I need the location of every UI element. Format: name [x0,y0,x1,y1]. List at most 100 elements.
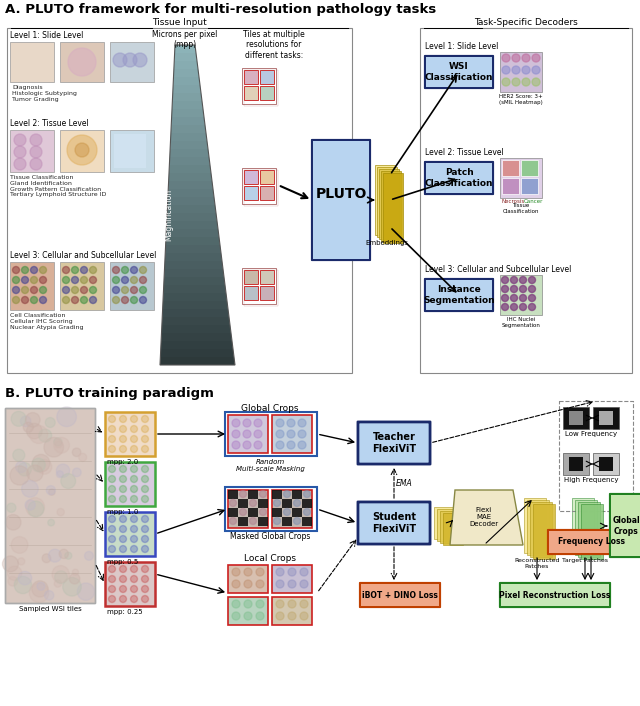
FancyBboxPatch shape [312,140,370,260]
Bar [238,517,248,526]
Circle shape [284,508,291,515]
Text: Tissue Classification
Gland Identification
Growth Pattern Classification
Tertiar: Tissue Classification Gland Identificati… [10,175,106,198]
Circle shape [529,304,536,311]
Bar [533,504,555,559]
Circle shape [131,436,138,443]
Polygon shape [166,237,220,245]
Circle shape [140,287,147,294]
Polygon shape [174,53,197,61]
Circle shape [140,277,147,284]
Circle shape [244,580,252,588]
Circle shape [20,416,31,426]
Circle shape [48,520,54,526]
Bar [244,270,258,284]
Circle shape [120,436,127,443]
Circle shape [502,277,509,284]
Circle shape [122,297,129,304]
Circle shape [75,143,89,157]
Circle shape [18,462,31,476]
Circle shape [56,471,63,478]
Circle shape [109,486,115,493]
Circle shape [243,419,251,427]
Circle shape [244,612,252,620]
Circle shape [256,612,264,620]
Circle shape [298,441,306,449]
Bar [260,170,274,184]
Circle shape [31,287,38,294]
Circle shape [27,465,43,481]
Polygon shape [165,253,222,261]
Circle shape [512,66,520,74]
Circle shape [232,441,240,449]
Bar [530,502,552,557]
Polygon shape [173,85,201,93]
Circle shape [512,78,520,86]
Circle shape [243,430,251,438]
Circle shape [502,285,509,292]
Circle shape [288,580,296,588]
Circle shape [276,568,284,576]
Circle shape [29,426,48,443]
Circle shape [131,535,138,542]
Circle shape [232,580,240,588]
Bar [228,490,238,499]
Bar [379,169,399,239]
Circle shape [26,498,45,516]
Bar [60,42,104,82]
Circle shape [49,549,61,562]
Text: Tiles at multiple
resolutions for
different tasks:: Tiles at multiple resolutions for differ… [243,30,305,60]
Text: Patch
Classification: Patch Classification [425,168,493,188]
Circle shape [520,285,527,292]
Circle shape [511,285,518,292]
Polygon shape [165,245,221,253]
Circle shape [131,566,138,573]
Circle shape [109,436,115,443]
Bar [593,453,619,475]
Bar [559,401,633,511]
Bar [242,68,276,104]
Polygon shape [168,197,215,205]
Text: Level 1: Slide Level: Level 1: Slide Level [425,42,499,51]
Bar [292,490,302,499]
Bar [248,490,258,499]
Bar [114,134,146,168]
Circle shape [13,266,19,273]
Bar [260,70,274,84]
Circle shape [502,66,510,74]
Circle shape [120,535,127,542]
Bar [599,457,613,471]
Circle shape [529,277,536,284]
Circle shape [239,491,246,498]
Circle shape [109,476,115,482]
Bar [10,42,54,82]
Circle shape [22,287,29,294]
Circle shape [18,571,32,585]
Circle shape [109,535,115,542]
Bar [383,173,403,243]
Circle shape [44,438,63,457]
Circle shape [113,297,120,304]
Bar [244,70,278,106]
Text: Tissue
Classification: Tissue Classification [503,203,540,214]
Circle shape [81,287,88,294]
Circle shape [55,441,62,448]
Circle shape [40,297,47,304]
Circle shape [123,53,137,67]
Circle shape [529,285,536,292]
Circle shape [28,501,44,517]
Polygon shape [161,325,231,333]
Bar [225,412,317,456]
Text: Magnification: Magnification [164,189,173,241]
Circle shape [131,585,138,592]
Circle shape [532,54,540,62]
Text: Cancer: Cancer [524,199,543,204]
Polygon shape [173,69,199,77]
Circle shape [32,455,50,472]
Circle shape [59,549,68,558]
Text: mpp: 0.5: mpp: 0.5 [107,559,138,565]
Circle shape [42,554,51,563]
Circle shape [109,426,115,433]
Bar [60,262,104,310]
Circle shape [120,595,127,602]
Circle shape [32,458,45,472]
